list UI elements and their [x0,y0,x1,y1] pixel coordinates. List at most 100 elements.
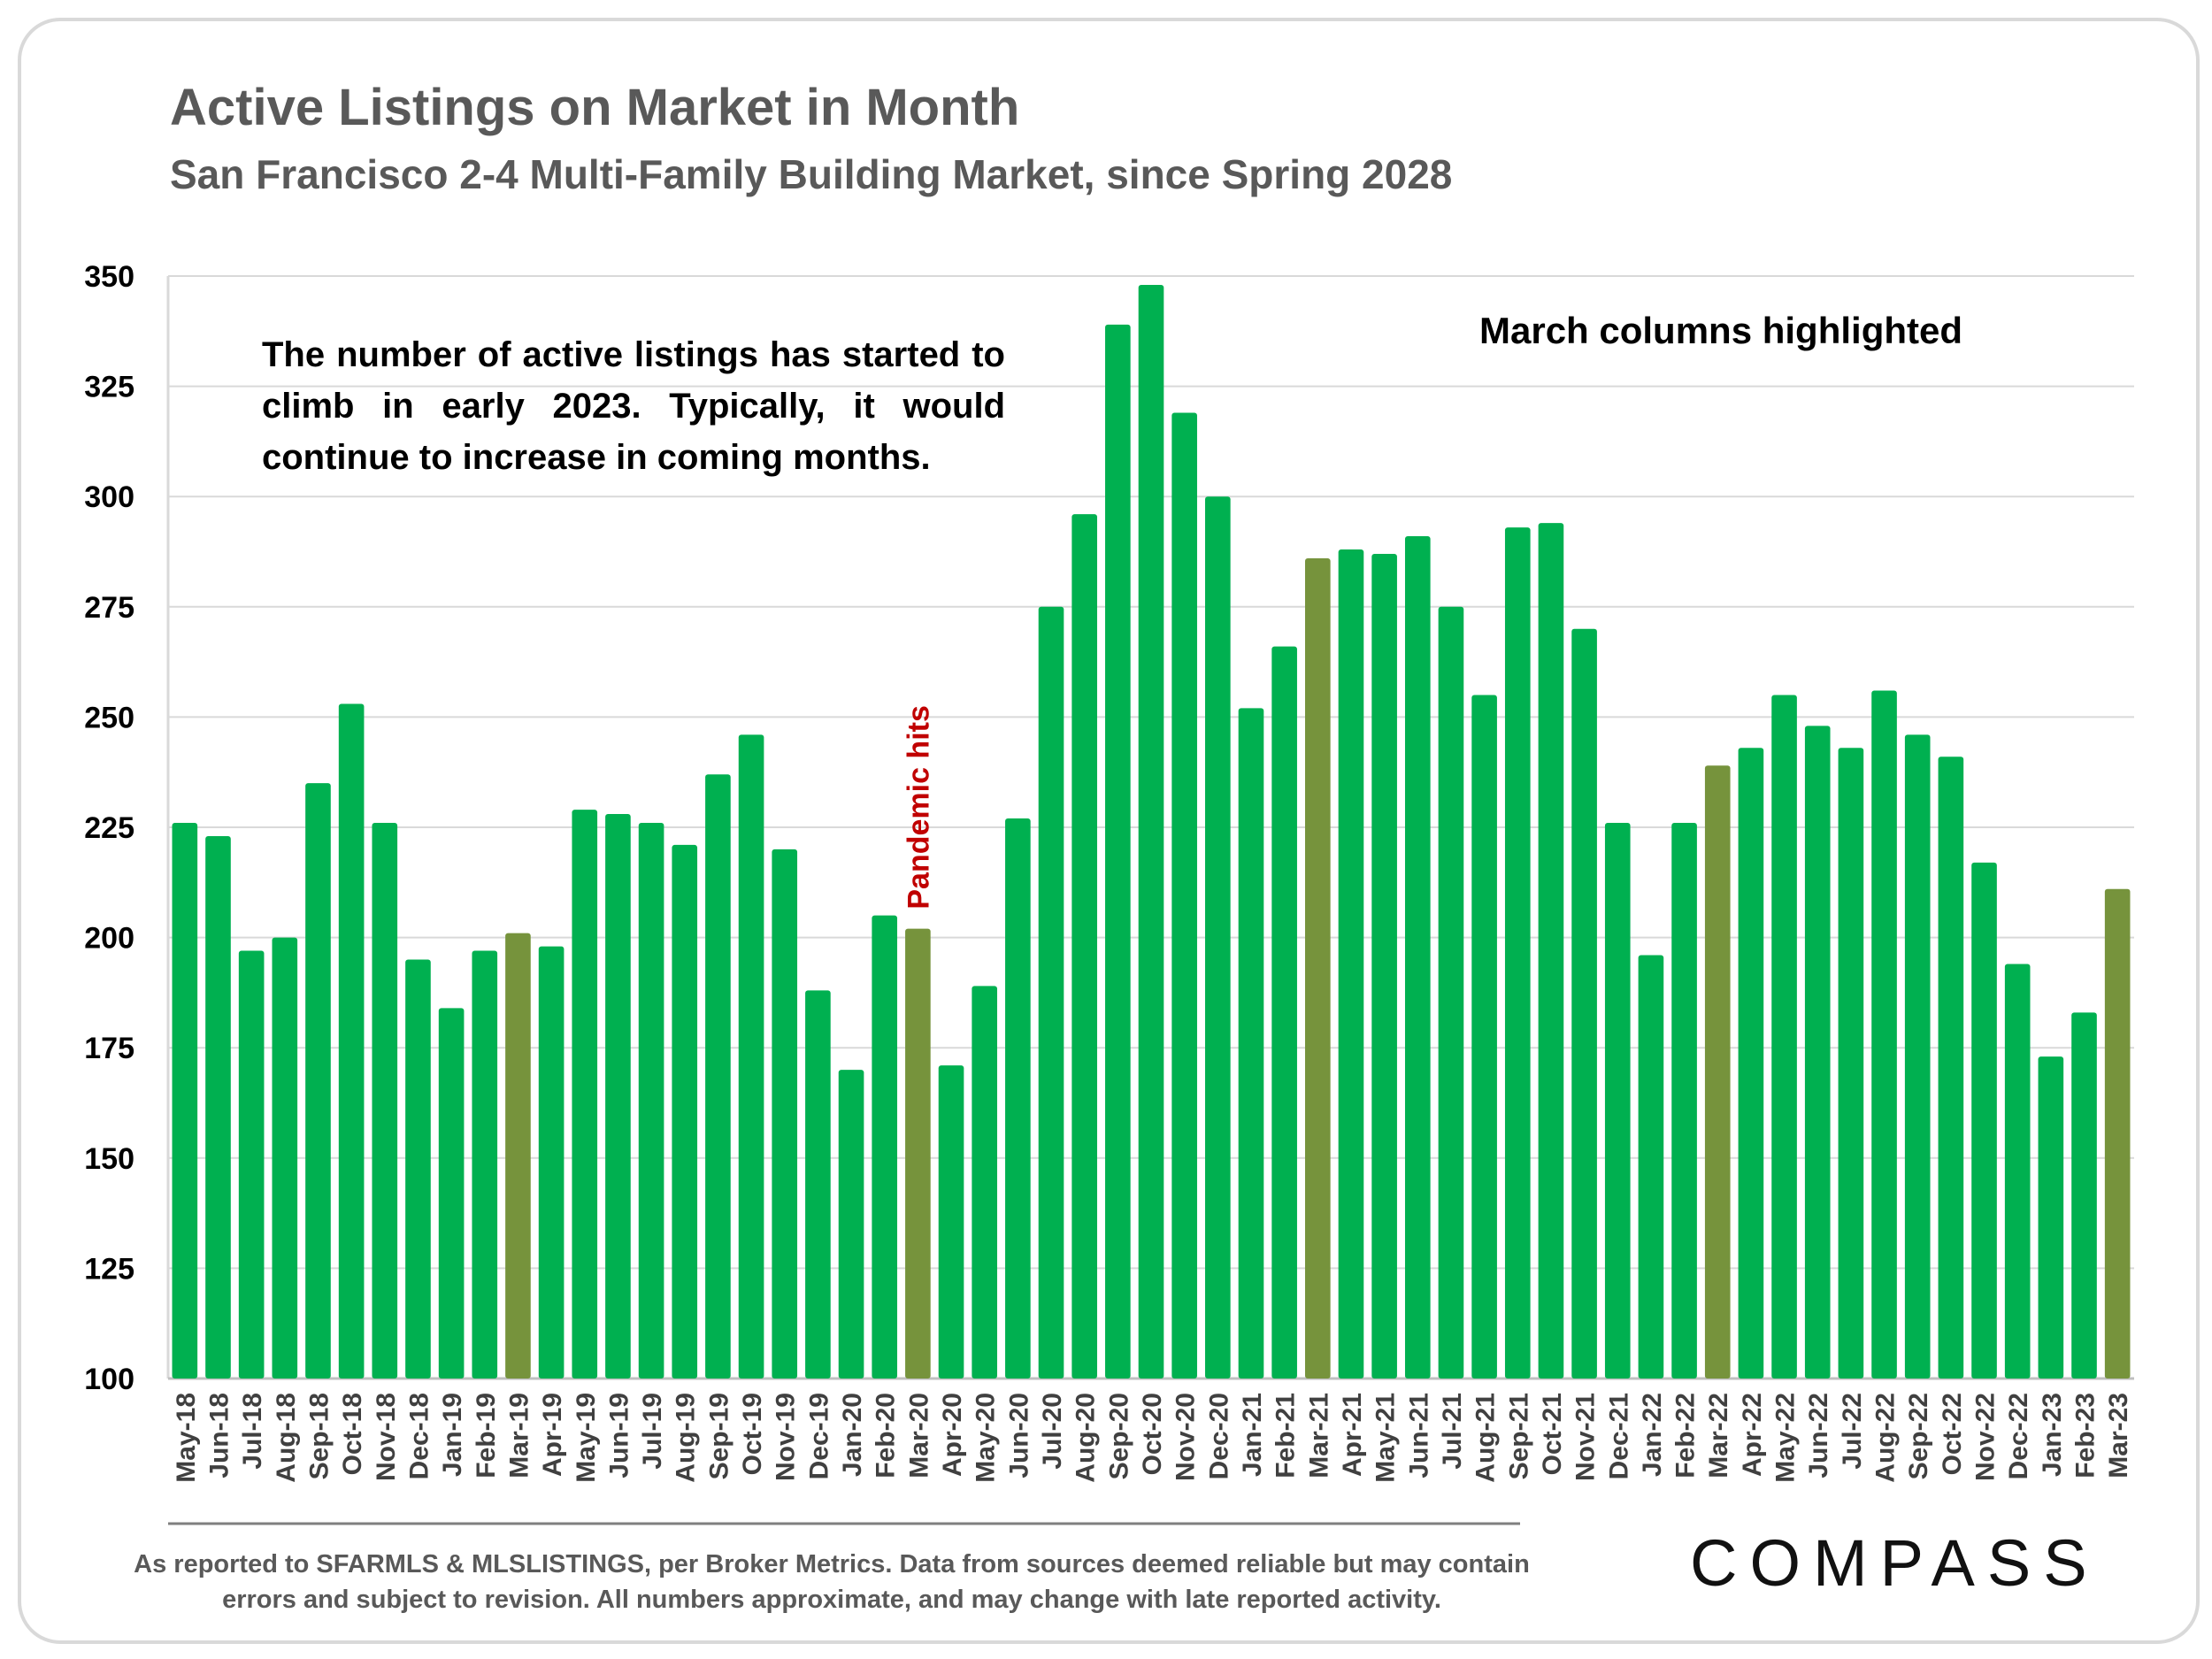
bar-aug-20 [1071,514,1097,1379]
x-tick-label: Aug-19 [672,1393,701,1483]
bar-mar-20 [905,928,931,1379]
x-tick-label: Jul-21 [1438,1393,1467,1470]
bar-apr-22 [1738,748,1764,1379]
x-tick-label: Oct-22 [1938,1393,1967,1475]
bar-jan-19 [438,1008,465,1379]
x-tick-label: Jun-18 [204,1393,234,1479]
x-tick-label: Aug-22 [1871,1393,1901,1483]
x-tick-label: Feb-22 [1671,1393,1701,1479]
x-tick-label: Sep-18 [304,1393,334,1479]
bar-jun-21 [1404,536,1431,1379]
bar-mar-23 [2104,888,2131,1379]
bar-may-19 [572,810,598,1379]
x-tick-label: Nov-21 [1571,1393,1601,1481]
x-tick-label: Mar-23 [2104,1393,2133,1479]
x-tick-label: Sep-22 [1904,1393,1933,1479]
bar-oct-18 [338,703,365,1379]
x-tick-label: Jan-21 [1238,1393,1267,1477]
x-tick-label: Feb-20 [872,1393,901,1479]
x-tick-label: Sep-20 [1104,1393,1133,1479]
x-tick-label: Oct-21 [1538,1393,1567,1475]
bar-dec-18 [405,959,431,1379]
bar-aug-19 [672,844,698,1379]
chart-title: Active Listings on Market in Month [170,79,1020,136]
x-tick-label: May-20 [972,1393,1001,1483]
compass-logo: COMPASS [1690,1526,2100,1600]
bar-feb-23 [2071,1012,2097,1379]
bar-mar-21 [1304,557,1331,1379]
x-tick-label: Sep-19 [704,1393,733,1479]
y-tick-label: 200 [84,922,134,956]
bar-nov-18 [372,823,398,1379]
x-tick-label: Mar-21 [1304,1393,1333,1479]
bar-may-18 [172,823,198,1379]
x-tick-label: May-19 [572,1393,601,1483]
bar-jan-22 [1638,955,1664,1379]
x-tick-label: Jul-19 [638,1393,667,1470]
bar-nov-19 [772,849,798,1379]
bar-dec-19 [805,990,831,1379]
bar-feb-22 [1671,823,1697,1379]
x-tick-label: May-21 [1371,1393,1401,1483]
bar-oct-20 [1138,284,1164,1379]
x-tick-label: Feb-23 [2071,1393,2101,1479]
bar-oct-22 [1938,757,1964,1379]
source-footnote: As reported to SFARMLS & MLSLISTINGS, pe… [134,1550,1530,1614]
bar-jun-20 [1005,818,1031,1379]
x-tick-label: Aug-21 [1471,1393,1501,1483]
y-tick-label: 275 [84,591,134,625]
y-tick-label: 125 [84,1252,134,1286]
bar-nov-21 [1571,628,1597,1379]
x-tick-label: Jul-20 [1038,1393,1067,1470]
x-tick-label: May-18 [172,1393,201,1483]
bar-sep-18 [305,783,331,1379]
bar-sep-19 [705,774,731,1379]
x-tick-label: Aug-18 [272,1393,301,1483]
bar-feb-21 [1271,646,1297,1379]
bar-oct-21 [1538,523,1564,1379]
x-tick-label: Feb-21 [1271,1393,1301,1479]
bar-mar-22 [1704,765,1731,1379]
y-tick-label: 100 [84,1363,134,1396]
x-tick-label: Nov-22 [1971,1393,2001,1481]
y-tick-label: 150 [84,1142,134,1176]
bar-apr-21 [1338,549,1364,1379]
bar-jan-21 [1238,708,1264,1379]
x-tick-label: Mar-19 [504,1393,534,1479]
chart-subtitle: San Francisco 2-4 Multi-Family Building … [170,151,1453,197]
bar-jan-20 [838,1070,864,1379]
x-tick-label: Apr-21 [1338,1393,1367,1477]
bar-aug-21 [1471,695,1497,1379]
x-tick-label: Jun-19 [604,1393,634,1479]
bar-may-21 [1371,553,1397,1379]
x-tick-label: Jul-22 [1838,1393,1867,1470]
bar-aug-18 [272,937,298,1379]
y-tick-label: 300 [84,480,134,514]
bar-jul-20 [1038,606,1064,1379]
bar-sep-20 [1105,324,1131,1379]
bar-may-20 [972,986,998,1379]
x-tick-label: Jul-18 [238,1393,267,1470]
bar-oct-19 [738,734,764,1379]
x-tick-label: Apr-20 [938,1393,967,1477]
x-tick-label: Feb-19 [472,1393,501,1479]
x-tick-label: Oct-18 [338,1393,367,1475]
bar-feb-20 [872,915,898,1379]
bar-feb-19 [472,950,498,1379]
bar-dec-22 [2004,964,2031,1379]
bar-jul-18 [238,950,265,1379]
y-tick-label: 325 [84,371,134,404]
x-tick-label: Mar-22 [1704,1393,1733,1479]
y-tick-label: 175 [84,1032,134,1065]
bar-dec-20 [1205,496,1231,1379]
x-tick-label: Dec-19 [804,1393,833,1479]
x-tick-label: Dec-20 [1204,1393,1233,1479]
x-tick-label: Jan-22 [1638,1393,1667,1477]
x-tick-label: Dec-18 [404,1393,434,1479]
x-tick-label: Sep-21 [1504,1393,1533,1479]
y-tick-label: 225 [84,811,134,845]
x-tick-label: Jun-20 [1004,1393,1033,1479]
bar-nov-20 [1171,412,1197,1379]
annotation-text: The number of active listings has starte… [262,335,1005,477]
